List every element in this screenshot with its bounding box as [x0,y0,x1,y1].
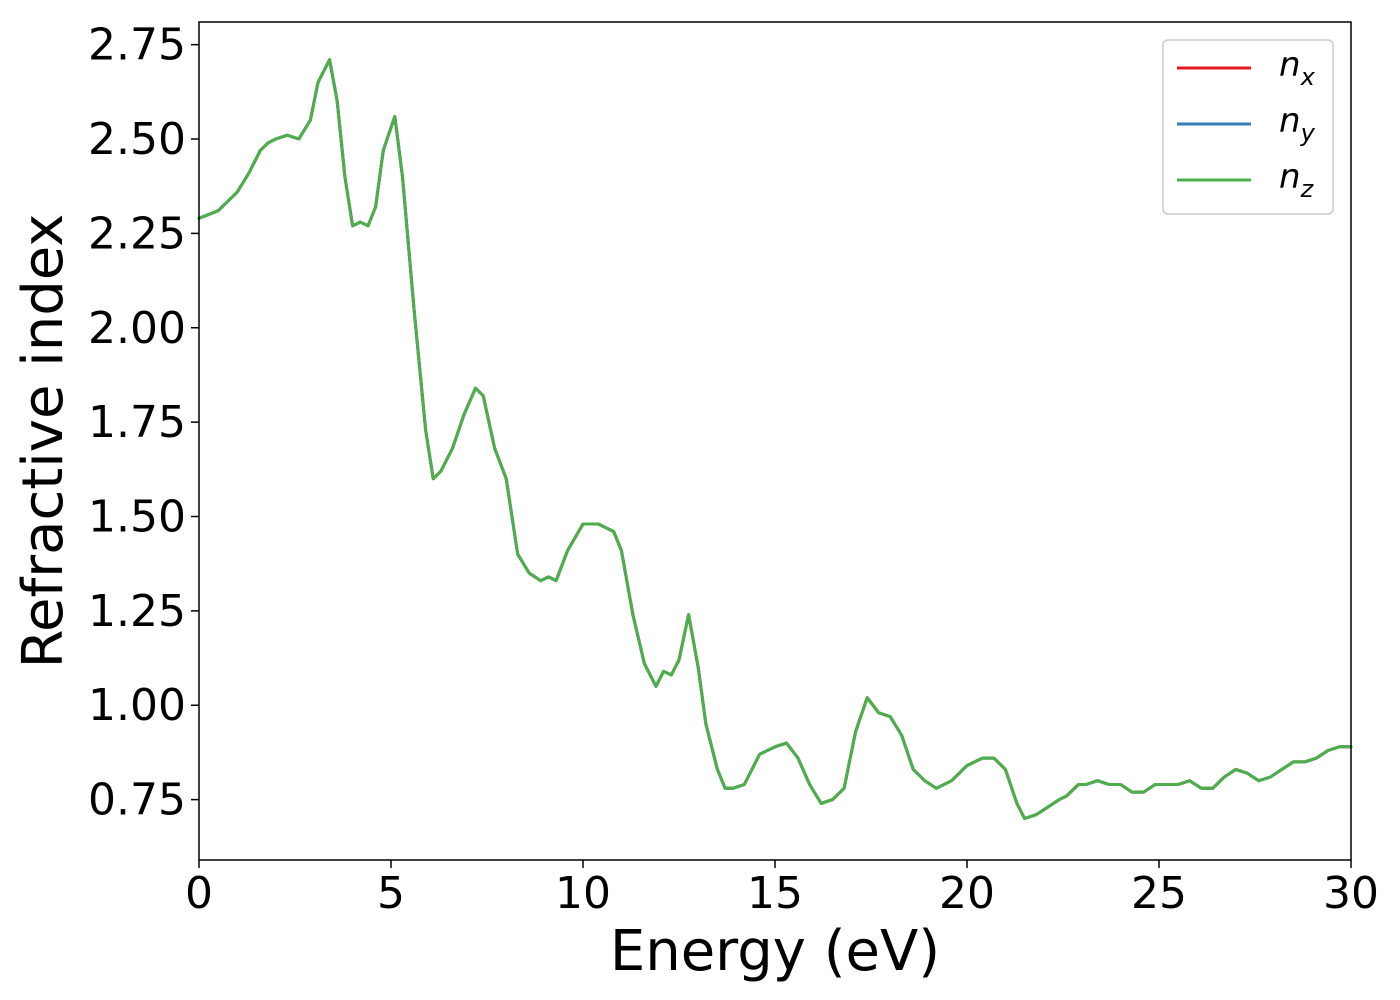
x-axis-title: Energy (eV) [610,919,940,984]
series-line-nz [197,58,1353,820]
x-tick-label: 30 [1323,868,1379,919]
legend-box [1162,39,1334,215]
x-tick-label: 10 [555,868,611,919]
y-tick-label: 1.25 [88,586,186,637]
legend-label-ny: ny [1279,101,1316,147]
y-tick-label: 1.00 [88,680,186,731]
y-axis-title: Refractive index [11,214,76,669]
y-tick-label: 0.75 [88,775,186,826]
y-tick-label: 2.50 [88,114,186,165]
x-axis: 0 5 10 15 20 25 30 [185,860,1379,919]
y-tick-label: 2.25 [88,208,186,259]
legend-label-nz: nz [1279,157,1315,203]
legend-label-nx: nx [1279,45,1316,91]
legend: nx ny nz [1162,39,1334,215]
x-tick-label: 0 [185,868,213,919]
y-axis: 0.75 1.00 1.25 1.50 1.75 2.00 2.25 2.50 2.75 [88,20,199,826]
plot-lines [197,58,1353,820]
x-tick-label: 25 [1131,868,1187,919]
y-tick-label: 2.75 [88,20,186,71]
y-tick-label: 1.75 [88,397,186,448]
x-tick-label: 15 [747,868,803,919]
y-tick-label: 2.00 [88,303,186,354]
x-tick-label: 20 [939,868,995,919]
x-tick-label: 5 [377,868,405,919]
y-tick-label: 1.50 [88,491,186,542]
